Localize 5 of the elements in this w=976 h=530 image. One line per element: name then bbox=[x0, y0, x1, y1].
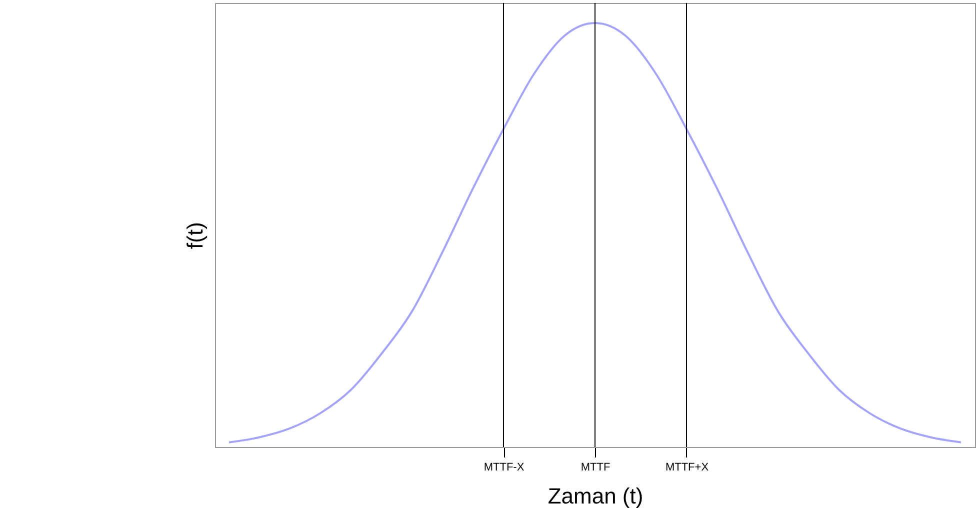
x-tick-label: MTTF bbox=[580, 462, 610, 474]
y-axis-title: f(t) bbox=[182, 222, 208, 249]
x-tick-label: MTTF+X bbox=[665, 462, 710, 474]
x-axis-title: Zaman (t) bbox=[548, 484, 644, 508]
x-tick-label: MTTF-X bbox=[484, 462, 525, 474]
